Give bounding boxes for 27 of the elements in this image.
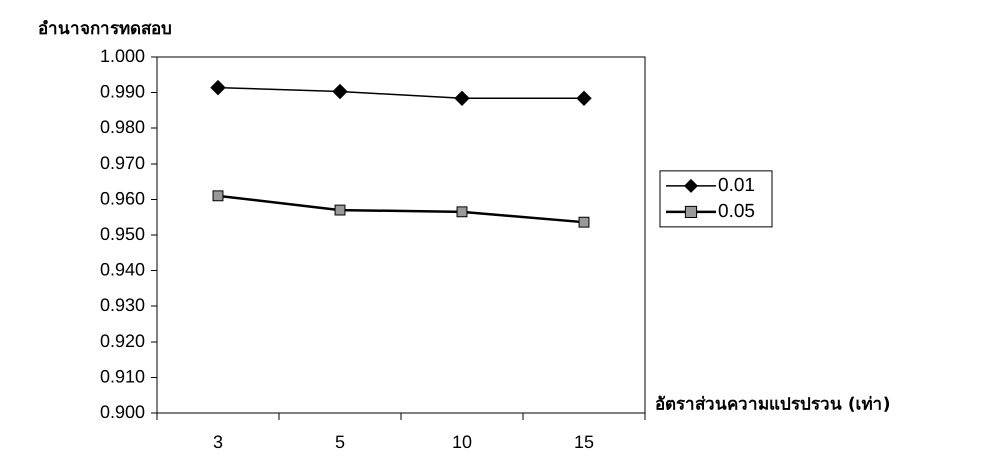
y-axis-title: อำนาจการทดสอบ <box>38 18 172 39</box>
y-tick-label: 0.980 <box>100 117 145 138</box>
x-tick-label: 10 <box>452 432 472 452</box>
y-tick-label: 1.000 <box>100 46 145 66</box>
point <box>212 190 224 202</box>
point <box>578 216 590 228</box>
y-tick-label: 0.990 <box>100 82 145 102</box>
y-tick-label: 0.950 <box>100 224 145 244</box>
legend-label: 0.05 <box>718 201 755 222</box>
x-axis-title: อัตราส่วนความแปรปรวน (เท่า) <box>655 394 890 414</box>
legend-label: 0.01 <box>718 175 755 196</box>
y-tick-label: 0.930 <box>100 295 145 316</box>
x-tick-label: 15 <box>574 432 594 452</box>
y-tick-label: 0.940 <box>100 260 145 280</box>
x-tick-label: 5 <box>334 432 346 452</box>
y-tick-label: 0.900 <box>100 402 145 422</box>
point <box>332 84 348 100</box>
y-tick-label: 0.910 <box>100 366 145 386</box>
y-tick-label: 0.970 <box>100 152 145 173</box>
y-tick-label: 0.960 <box>100 188 145 208</box>
y-tick-label: 0.920 <box>100 330 145 351</box>
point <box>454 90 470 106</box>
x-tick-label: 3 <box>212 432 224 452</box>
point <box>456 206 468 218</box>
point <box>576 90 592 106</box>
point <box>210 80 226 96</box>
point <box>334 204 346 216</box>
